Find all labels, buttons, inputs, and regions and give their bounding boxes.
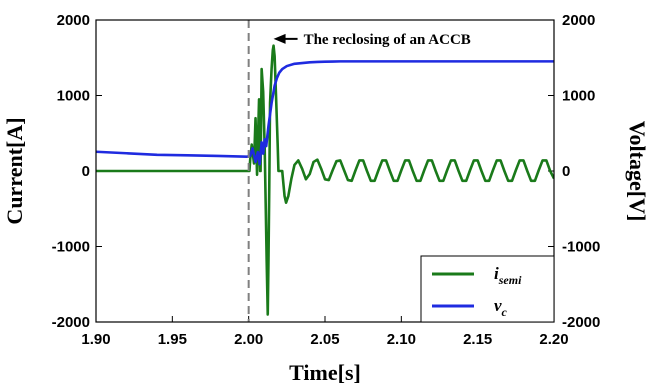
annotation-text: The reclosing of an ACCB — [304, 32, 471, 48]
left-tick-label: 1000 — [57, 88, 90, 105]
legend: isemi vc — [420, 255, 555, 323]
left-tick-label: -1000 — [52, 239, 90, 256]
right-tick-label: 2000 — [562, 12, 595, 29]
x-tick-label: 1.90 — [81, 331, 110, 348]
series-line-vc — [96, 60, 554, 166]
series-layer — [96, 44, 554, 316]
right-tick-label: -2000 — [562, 314, 600, 331]
left-axis-ticks: 2000 1000 0 -1000 -2000 — [52, 12, 102, 331]
left-tick-label: -2000 — [52, 314, 90, 331]
x-axis-ticks: 1.90 1.95 2.00 2.05 2.10 2.15 2.20 — [81, 316, 569, 348]
x-tick-label: 2.20 — [539, 331, 568, 348]
legend-label-vc: vc — [494, 296, 508, 319]
right-axis-ticks: 2000 1000 0 -1000 -2000 — [548, 12, 600, 331]
x-tick-label: 2.10 — [387, 331, 416, 348]
right-tick-label: -1000 — [562, 239, 600, 256]
right-tick-label: 0 — [562, 163, 570, 180]
right-axis-title: Voltage[V] — [625, 121, 650, 222]
x-axis-title: Time[s] — [289, 360, 361, 384]
right-tick-label: 1000 — [562, 88, 595, 105]
left-tick-label: 2000 — [57, 12, 90, 29]
plot-frame — [95, 19, 555, 323]
x-tick-label: 1.95 — [158, 331, 187, 348]
annotation: The reclosing of an ACCB — [273, 32, 471, 48]
annotation-arrow-head — [273, 33, 286, 44]
x-tick-label: 2.15 — [463, 331, 492, 348]
legend-label-isemi: isemi — [494, 264, 522, 287]
left-tick-label: 0 — [82, 163, 90, 180]
x-tick-label: 2.05 — [310, 331, 339, 348]
series-line-isemi — [96, 44, 554, 316]
left-axis-title: Current[A] — [2, 117, 27, 224]
x-tick-label: 2.00 — [234, 331, 263, 348]
legend-box — [420, 255, 555, 323]
